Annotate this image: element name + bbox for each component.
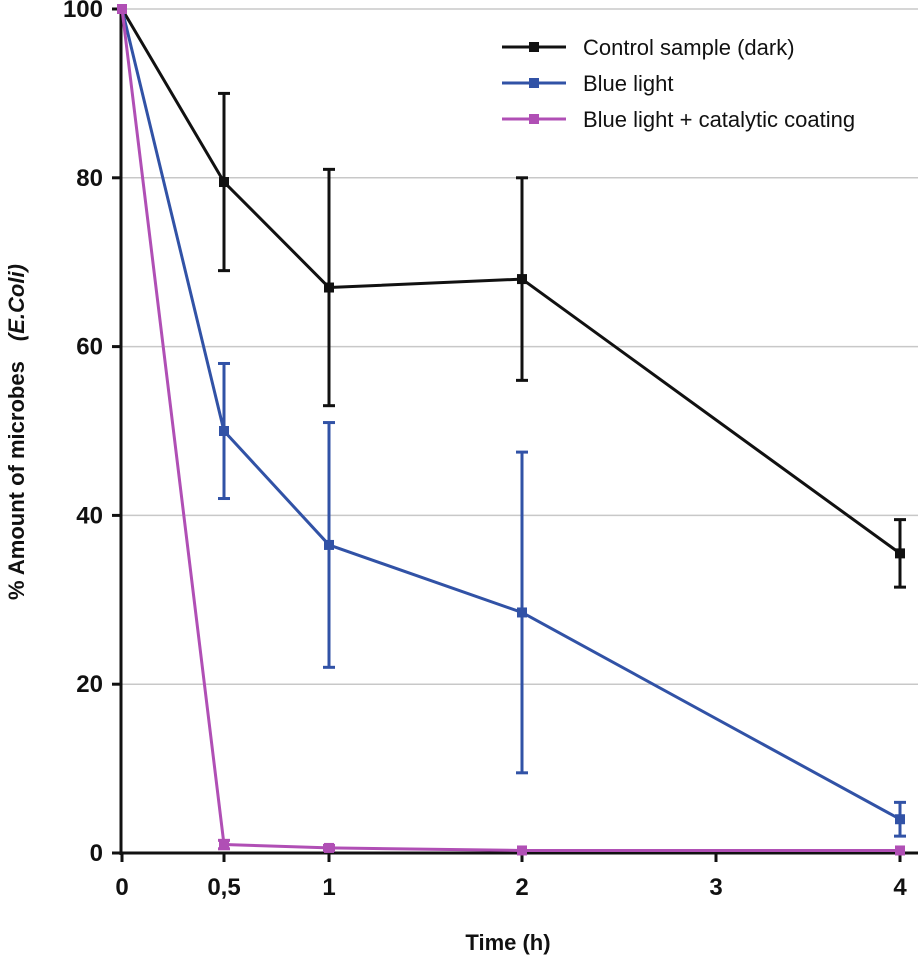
y-tick-label-20: 20 bbox=[76, 671, 103, 698]
x-tick-label-3: 3 bbox=[709, 874, 722, 901]
y-axis-title: % Amount of microbes (E.Coli) bbox=[4, 264, 29, 600]
data-point-2-1 bbox=[219, 839, 229, 850]
series-1 bbox=[117, 4, 906, 838]
y-tick-label-80: 80 bbox=[76, 165, 103, 192]
y-axis-title-italic: (E.Coli) bbox=[4, 264, 29, 341]
y-tick-label-100: 100 bbox=[63, 0, 103, 23]
x-tick-label-1: 1 bbox=[322, 874, 335, 901]
data-point-2-2 bbox=[324, 842, 334, 853]
y-axis-ticks: 0 20 40 60 80 100 bbox=[63, 0, 121, 867]
data-point-2-4 bbox=[895, 845, 905, 856]
legend: Control sample (dark) Blue light Blue ligh… bbox=[502, 35, 855, 132]
legend-label-2: Blue light + catalytic coating bbox=[583, 107, 855, 132]
y-axis-title-main: % Amount of microbes bbox=[4, 361, 29, 600]
x-tick-label-2: 2 bbox=[515, 874, 528, 901]
data-point-2-0 bbox=[117, 4, 127, 14]
data-point-0-1 bbox=[219, 177, 229, 188]
legend-label-0: Control sample (dark) bbox=[583, 35, 795, 60]
x-tick-label-0: 0 bbox=[115, 874, 128, 901]
x-tick-label-0,5: 0,5 bbox=[207, 874, 240, 901]
series-layer bbox=[117, 4, 906, 856]
x-tick-label-4: 4 bbox=[893, 874, 907, 901]
series-0 bbox=[117, 4, 906, 589]
x-axis-ticks: 0 0,5 1 2 3 4 bbox=[115, 853, 907, 901]
axes bbox=[119, 5, 918, 855]
series-2 bbox=[117, 4, 905, 856]
legend-label-1: Blue light bbox=[583, 71, 674, 96]
legend-marker-0 bbox=[529, 42, 539, 52]
series-line-2 bbox=[120, 8, 900, 852]
gridlines bbox=[121, 8, 918, 685]
x-axis-title: Time (h) bbox=[465, 930, 550, 955]
y-tick-label-0: 0 bbox=[90, 840, 103, 867]
data-point-0-3 bbox=[517, 274, 527, 285]
data-point-1-2 bbox=[324, 539, 334, 550]
data-point-2-3 bbox=[517, 845, 527, 856]
data-point-0-4 bbox=[895, 548, 905, 559]
data-point-1-3 bbox=[517, 607, 527, 618]
y-tick-label-40: 40 bbox=[76, 502, 103, 529]
legend-marker-1 bbox=[529, 78, 539, 88]
data-point-0-2 bbox=[324, 282, 334, 293]
series-line-0 bbox=[120, 8, 901, 555]
data-point-1-1 bbox=[219, 426, 229, 436]
data-point-1-4 bbox=[895, 814, 905, 825]
legend-marker-2 bbox=[529, 114, 539, 124]
y-tick-label-60: 60 bbox=[76, 334, 103, 361]
